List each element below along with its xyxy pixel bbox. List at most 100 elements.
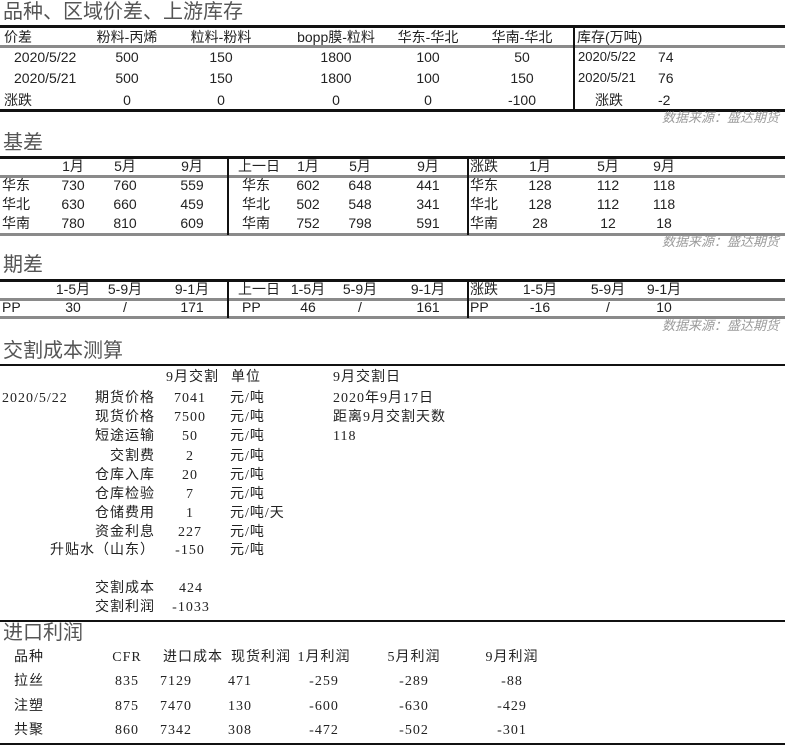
- days-label: 距离9月交割天数: [333, 410, 446, 425]
- inventory-row-label: 涨跌: [595, 92, 623, 108]
- section-title-basis: 基差: [3, 132, 43, 154]
- column-header: bopp膜-粒料: [297, 29, 375, 45]
- cell-value: 648: [348, 177, 372, 193]
- row-label: 拉丝: [14, 674, 44, 689]
- cell-value: 50: [514, 49, 530, 65]
- cell-value: 875: [115, 699, 139, 714]
- column-header: 9月: [181, 158, 203, 174]
- cell-value: 28: [532, 215, 548, 231]
- cell-value: 660: [113, 196, 137, 212]
- cell-value: -301: [497, 723, 527, 738]
- column-header: CFR: [112, 650, 142, 665]
- cell-value: 112: [596, 177, 620, 193]
- item-value: 2: [186, 449, 194, 464]
- cell-value: -16: [529, 299, 551, 315]
- cell-value: 341: [416, 196, 440, 212]
- column-header: 9月交割: [166, 370, 219, 385]
- delivery-cost-value: 424: [179, 581, 203, 596]
- row-label: 注塑: [14, 699, 44, 714]
- cell-value: 18: [656, 215, 672, 231]
- cell-value: 161: [416, 299, 440, 315]
- data-source-note: 数据来源：盛达期货: [661, 234, 779, 249]
- divider: [0, 298, 785, 301]
- column-header: 1-5月: [290, 281, 326, 297]
- cell-value: 112: [596, 196, 620, 212]
- delivery-profit-value: -1033: [172, 600, 210, 615]
- row-label: 华东: [242, 177, 270, 193]
- row-label: 华东: [2, 177, 30, 193]
- column-header: 粒料-粉料: [190, 29, 252, 45]
- cell-value: 860: [115, 723, 139, 738]
- row-label: 2020/5/21: [14, 70, 77, 86]
- column-header: 9-1月: [174, 281, 210, 297]
- days-value: 118: [333, 429, 357, 444]
- cell-value: -88: [501, 674, 523, 689]
- item-value: 227: [178, 525, 202, 540]
- delivery-cost-label: 交割成本: [95, 581, 155, 596]
- cell-value: 1800: [320, 49, 352, 65]
- cell-value: 130: [228, 699, 252, 714]
- item-label: 现货价格: [95, 410, 155, 425]
- cell-value: 7129: [160, 674, 192, 689]
- column-header: 现货利润: [231, 650, 291, 665]
- item-unit: 元/吨: [230, 429, 265, 444]
- cell-value: 609: [180, 215, 204, 231]
- row-label: 华南: [242, 215, 270, 231]
- cell-value: /: [358, 299, 362, 315]
- column-header: 1-5月: [522, 281, 558, 297]
- column-header: 品种: [14, 650, 44, 665]
- item-unit: 元/吨: [230, 487, 265, 502]
- cell-value: 150: [209, 70, 233, 86]
- divider: [0, 175, 785, 178]
- cell-value: 0: [332, 92, 340, 108]
- item-label: 期货价格: [95, 391, 155, 406]
- column-header: 9月: [653, 158, 675, 174]
- cell-value: 0: [424, 92, 432, 108]
- row-label: PP: [470, 299, 489, 315]
- cell-value: 602: [296, 177, 320, 193]
- cell-value: 500: [115, 70, 139, 86]
- group-label: 涨跌: [470, 158, 498, 174]
- cell-value: 548: [348, 196, 372, 212]
- item-unit: 元/吨: [230, 391, 265, 406]
- cell-value: 46: [300, 299, 316, 315]
- section-title-spread: 品种、区域价差、上游库存: [3, 1, 243, 23]
- column-header: 5-9月: [107, 281, 143, 297]
- cell-value: 810: [113, 215, 137, 231]
- column-header: 华东-华北: [397, 29, 459, 45]
- column-header: 5月: [349, 158, 371, 174]
- divider: [0, 233, 785, 236]
- column-header: 1月: [297, 158, 319, 174]
- section-title-delivery-cost: 交割成本测算: [3, 340, 123, 362]
- divider: [0, 156, 785, 159]
- row-label: 2020/5/22: [14, 49, 77, 65]
- cell-value: 459: [180, 196, 204, 212]
- date-label: 2020/5/22: [2, 391, 68, 406]
- item-value: 7: [186, 487, 194, 502]
- cell-value: 1800: [320, 70, 352, 86]
- cell-value: /: [123, 299, 127, 315]
- row-label: 华南: [2, 215, 30, 231]
- inventory-value: -2: [658, 92, 671, 108]
- column-header: 5月: [597, 158, 619, 174]
- row-label: PP: [242, 299, 261, 315]
- column-header: 5月利润: [387, 650, 441, 665]
- column-divider: [573, 25, 575, 111]
- column-header: 1月利润: [297, 650, 351, 665]
- cell-value: -289: [399, 674, 429, 689]
- column-header: 1-5月: [55, 281, 91, 297]
- column-divider: [227, 279, 229, 318]
- item-value: 20: [182, 468, 198, 483]
- divider: [0, 279, 785, 282]
- item-label: 资金利息: [95, 525, 155, 540]
- cell-value: 100: [416, 70, 440, 86]
- cell-value: 0: [123, 92, 131, 108]
- delivery-day-label: 9月交割日: [333, 370, 401, 385]
- cell-value: 500: [115, 49, 139, 65]
- cell-value: -600: [309, 699, 339, 714]
- item-unit: 元/吨: [230, 410, 265, 425]
- divider: [0, 45, 785, 48]
- cell-value: 118: [652, 196, 676, 212]
- cell-value: 118: [652, 177, 676, 193]
- row-label: PP: [2, 299, 21, 315]
